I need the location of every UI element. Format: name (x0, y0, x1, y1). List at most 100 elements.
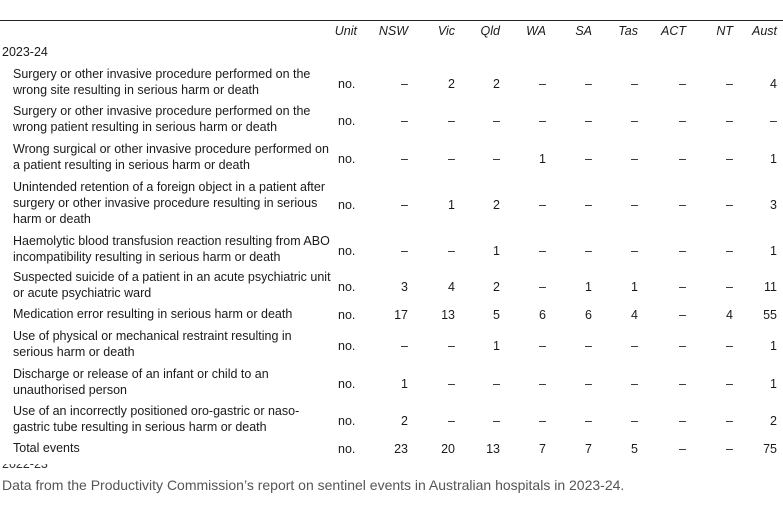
value-cell-wa: – (539, 280, 546, 294)
value-cell-wa: – (539, 198, 546, 212)
value-cell-aust: 2 (770, 414, 777, 428)
value-cell-tas: – (631, 77, 638, 91)
event-description: Unintended retention of a foreign object… (13, 180, 326, 226)
value-cell-sa: 6 (585, 308, 592, 322)
value-cell-act: – (679, 377, 686, 391)
value-cell-vic: 13 (441, 308, 455, 322)
value-cell-qld: – (493, 152, 500, 166)
value-cell-nt: – (726, 442, 733, 456)
value-cell-nt: – (726, 114, 733, 128)
value-cell-qld: 2 (493, 280, 500, 294)
value-cell-nt: – (726, 244, 733, 258)
event-description: Use of an incorrectly positioned oro-gas… (13, 404, 300, 434)
value-cell-vic: – (448, 152, 455, 166)
column-header-aust: Aust (751, 24, 777, 38)
event-description: Discharge or release of an infant or chi… (13, 367, 269, 397)
value-cell-act: – (679, 414, 686, 428)
value-cell-nt: – (726, 77, 733, 91)
value-cell-aust: 1 (770, 244, 777, 258)
value-cell-wa: 1 (539, 152, 546, 166)
value-cell-nsw: – (401, 198, 408, 212)
value-cell-qld: 1 (493, 244, 500, 258)
value-cell-wa: – (539, 339, 546, 353)
value-cell-tas: 1 (631, 280, 638, 294)
value-cell-tas: – (631, 198, 638, 212)
value-cell-act: – (679, 308, 686, 322)
unit-cell: no. (338, 339, 356, 353)
table-row: Surgery or other invasive procedure perf… (0, 66, 783, 101)
value-cell-nsw: – (401, 77, 408, 91)
unit-cell: no. (338, 198, 356, 212)
value-cell-nsw: 2 (401, 414, 408, 428)
value-cell-nt: – (726, 152, 733, 166)
value-cell-nsw: – (401, 244, 408, 258)
unit-cell: no. (338, 308, 356, 322)
figure-caption: Data from the Productivity Commission’s … (2, 477, 625, 493)
value-cell-act: – (679, 198, 686, 212)
value-cell-vic: – (448, 244, 455, 258)
value-cell-act: – (679, 244, 686, 258)
column-header-nsw: NSW (378, 24, 408, 38)
value-cell-tas: – (631, 152, 638, 166)
value-cell-qld: 2 (493, 77, 500, 91)
value-cell-wa: – (539, 414, 546, 428)
value-cell-wa: 6 (539, 308, 546, 322)
value-cell-qld: 1 (493, 339, 500, 353)
unit-cell: no. (338, 244, 356, 258)
value-cell-vic: 1 (448, 198, 455, 212)
value-cell-wa: – (539, 77, 546, 91)
table-row: Haemolytic blood transfusion reaction re… (0, 233, 783, 268)
value-cell-tas: 4 (631, 308, 638, 322)
unit-cell: no. (338, 152, 356, 166)
value-cell-act: – (679, 339, 686, 353)
value-cell-vic: 2 (448, 77, 455, 91)
event-description: Surgery or other invasive procedure perf… (13, 67, 311, 97)
value-cell-tas: – (631, 114, 638, 128)
value-cell-nt: – (726, 414, 733, 428)
value-cell-tas: – (631, 377, 638, 391)
value-cell-wa: – (539, 377, 546, 391)
value-cell-tas: – (631, 339, 638, 353)
value-cell-wa: – (539, 244, 546, 258)
column-header-qld: Qld (480, 24, 500, 38)
value-cell-aust: – (770, 114, 777, 128)
value-cell-vic: – (448, 377, 455, 391)
unit-cell: no. (338, 114, 356, 128)
value-cell-vic: – (448, 339, 455, 353)
table-row: Medication error resulting in serious ha… (0, 306, 783, 324)
column-header-wa: WA (526, 24, 546, 38)
value-cell-sa: – (585, 77, 592, 91)
value-cell-sa: – (585, 114, 592, 128)
value-cell-sa: – (585, 339, 592, 353)
unit-cell: no. (338, 377, 356, 391)
value-cell-qld: 13 (486, 442, 500, 456)
column-header-unit: Unit (334, 24, 357, 38)
value-cell-tas: – (631, 414, 638, 428)
value-cell-nt: 4 (726, 308, 733, 322)
value-cell-aust: 3 (770, 198, 777, 212)
value-cell-nsw: 23 (394, 442, 408, 456)
value-cell-nsw: – (401, 114, 408, 128)
value-cell-aust: 1 (770, 152, 777, 166)
unit-cell: no. (338, 442, 356, 456)
value-cell-qld: 5 (493, 308, 500, 322)
value-cell-wa: 7 (539, 442, 546, 456)
value-cell-qld: – (493, 114, 500, 128)
value-cell-sa: – (585, 244, 592, 258)
unit-cell: no. (338, 77, 356, 91)
value-cell-tas: 5 (631, 442, 638, 456)
table-row: Use of physical or mechanical restraint … (0, 328, 783, 363)
value-cell-sa: 1 (585, 280, 592, 294)
value-cell-nt: – (726, 377, 733, 391)
value-cell-nt: – (726, 339, 733, 353)
value-cell-qld: – (493, 377, 500, 391)
value-cell-nt: – (726, 280, 733, 294)
value-cell-nsw: 1 (401, 377, 408, 391)
table-row: Wrong surgical or other invasive procedu… (0, 141, 783, 176)
value-cell-sa: 7 (585, 442, 592, 456)
value-cell-vic: 20 (441, 442, 455, 456)
value-cell-nsw: 17 (394, 308, 408, 322)
column-header-act: ACT (661, 24, 686, 38)
value-cell-nt: – (726, 198, 733, 212)
value-cell-aust: 55 (763, 308, 777, 322)
